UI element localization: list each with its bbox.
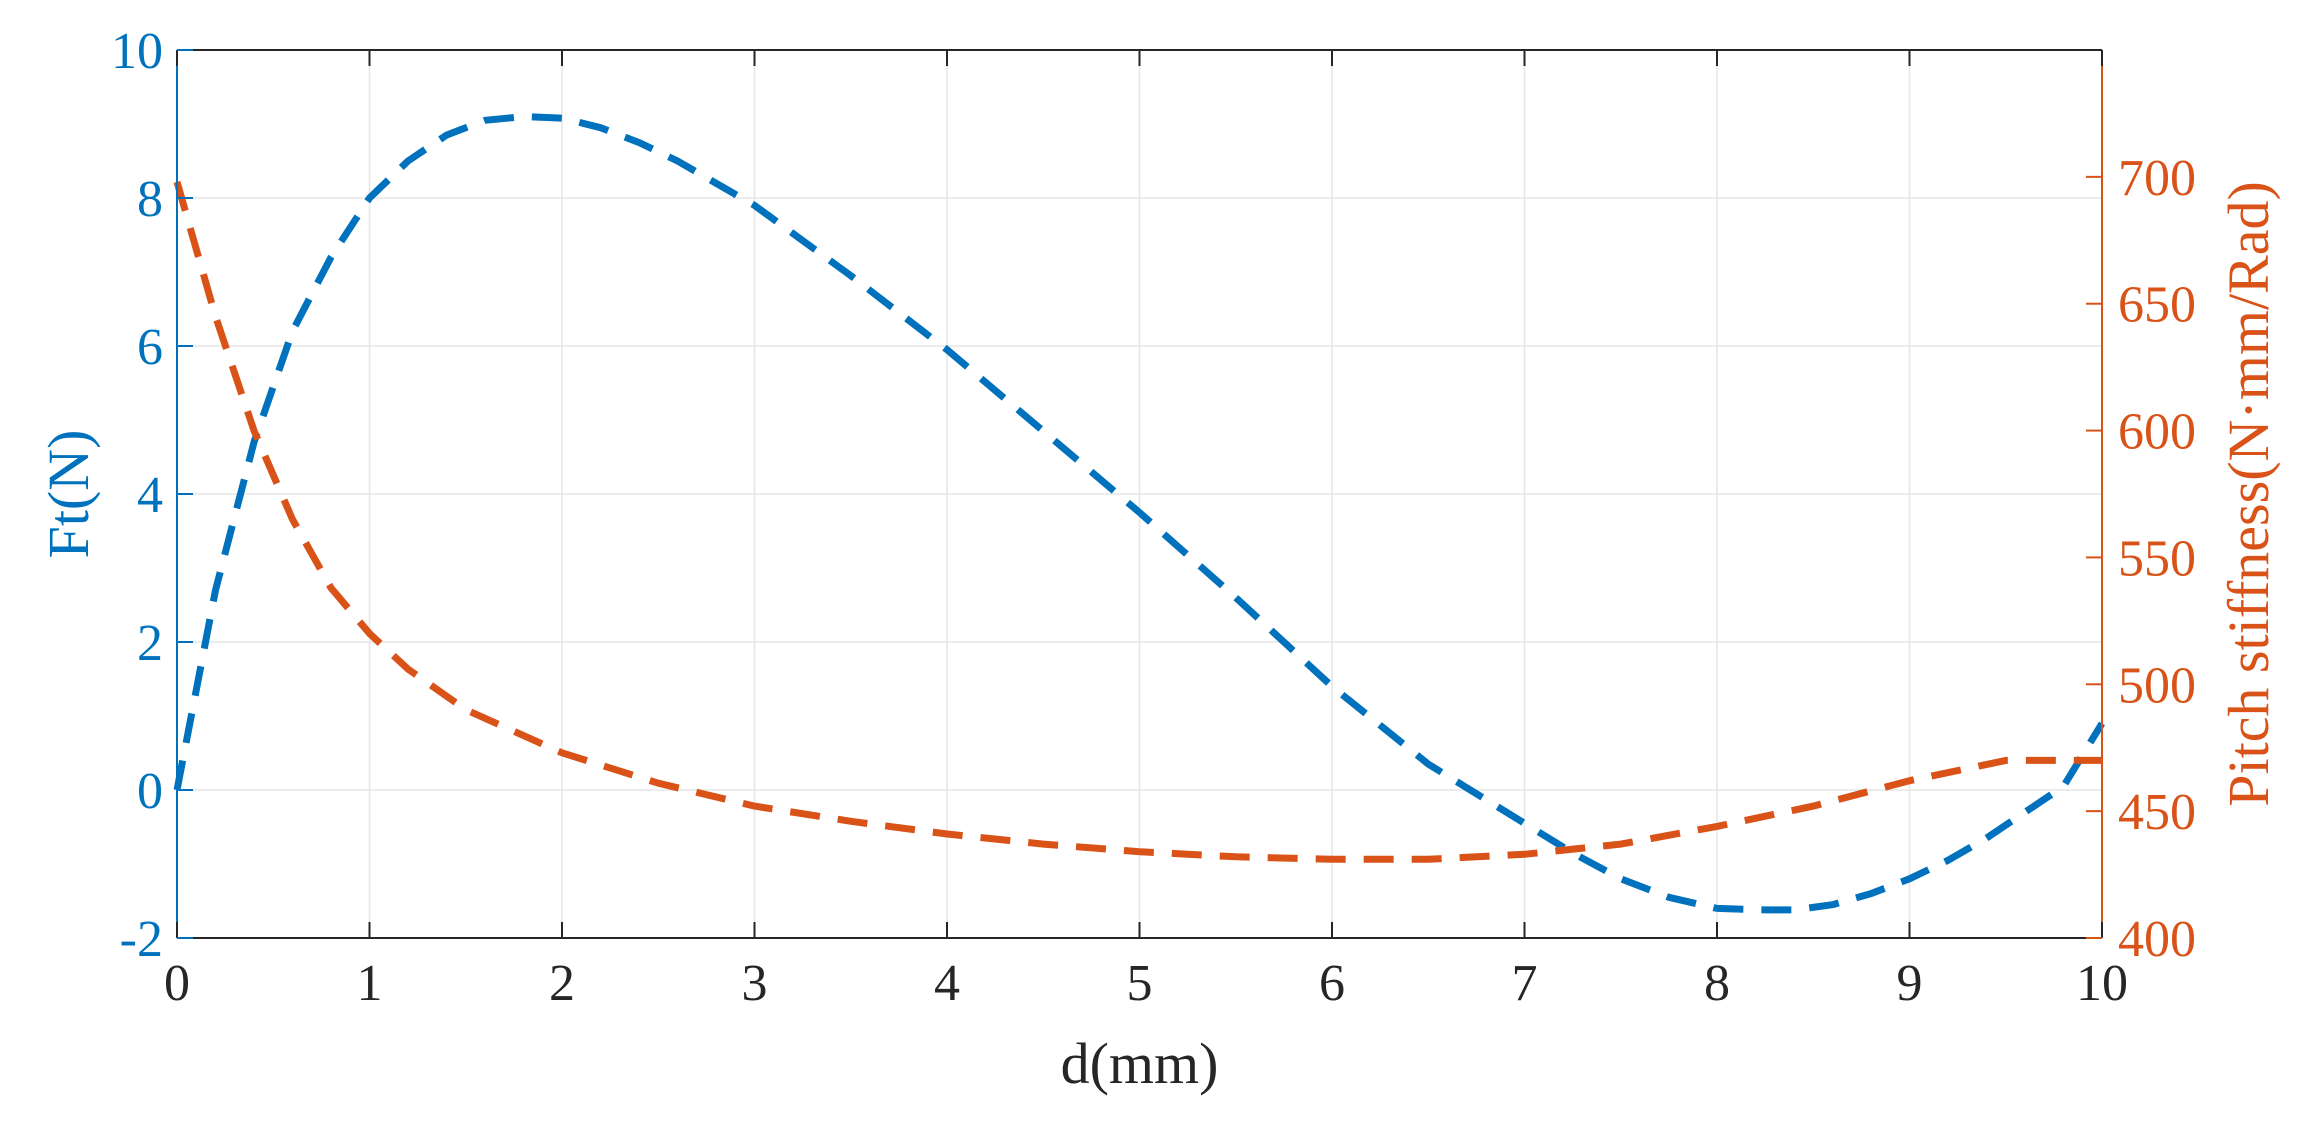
x-axis-label: d(mm) — [1061, 1031, 1219, 1096]
series-lines — [173, 113, 2105, 914]
left-y-tick-label-6: 10 — [111, 23, 163, 80]
right-y-tick-label-1: 450 — [2118, 784, 2196, 841]
x-tick-label-10: 10 — [2076, 955, 2128, 1012]
left-y-tick-label-0: -2 — [120, 911, 163, 968]
x-tick-label-3: 3 — [742, 955, 768, 1012]
pitch-stiffness-series-line — [173, 180, 2102, 863]
axes — [176, 49, 2103, 939]
right-y-tick-label-5: 650 — [2118, 277, 2196, 334]
left-y-tick-label-5: 8 — [137, 171, 163, 228]
grid-lines — [177, 50, 2102, 938]
left-y-tick-label-1: 0 — [137, 763, 163, 820]
x-tick-label-5: 5 — [1127, 955, 1153, 1012]
left-y-tick-label-2: 2 — [137, 615, 163, 672]
right-y-tick-label-6: 700 — [2118, 150, 2196, 207]
tick-labels: 0 1 2 3 4 5 6 7 8 9 10-202468104004505005506006507… — [111, 23, 2196, 1012]
left-y-tick-label-4: 6 — [137, 319, 163, 376]
right-y-tick-label-3: 550 — [2118, 530, 2196, 587]
x-tick-label-6: 6 — [1319, 955, 1345, 1012]
right-y-axis-label: Pitch stiffness(N·mm/Rad) — [2216, 181, 2281, 807]
x-tick-label-2: 2 — [549, 955, 575, 1012]
right-y-tick-label-4: 600 — [2118, 404, 2196, 461]
left-y-axis-label: Ft(N) — [36, 430, 101, 559]
x-tick-label-8: 8 — [1704, 955, 1730, 1012]
ft-series-line — [173, 113, 2105, 914]
right-y-tick-label-0: 400 — [2118, 911, 2196, 968]
x-tick-label-7: 7 — [1512, 955, 1538, 1012]
x-tick-label-1: 1 — [357, 955, 383, 1012]
left-y-tick-label-3: 4 — [137, 467, 163, 524]
x-tick-label-4: 4 — [934, 955, 960, 1012]
right-y-tick-label-2: 500 — [2118, 657, 2196, 714]
x-tick-label-9: 9 — [1897, 955, 1923, 1012]
x-tick-label-0: 0 — [164, 955, 190, 1012]
